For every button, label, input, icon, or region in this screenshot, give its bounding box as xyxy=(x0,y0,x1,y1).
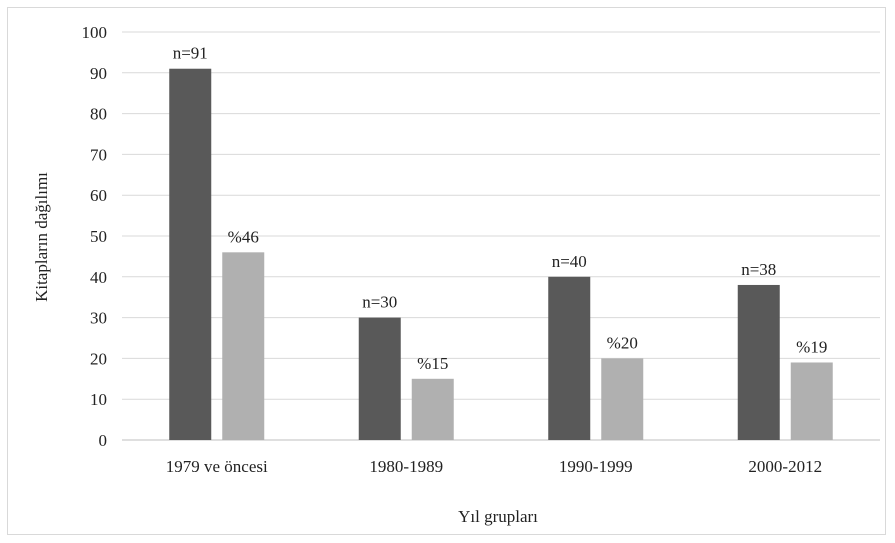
bar-count xyxy=(737,284,780,440)
bar-percent xyxy=(601,358,644,440)
y-tick-label: 30 xyxy=(90,309,107,328)
chart-frame xyxy=(7,7,886,535)
bar-count xyxy=(358,317,401,440)
bar-count xyxy=(548,276,591,440)
y-tick-label: 20 xyxy=(90,349,107,368)
y-tick-label: 10 xyxy=(90,390,107,409)
x-tick-label: 2000-2012 xyxy=(748,457,822,476)
y-tick-label: 60 xyxy=(90,186,107,205)
data-label: %19 xyxy=(796,337,827,356)
data-label: %46 xyxy=(228,227,259,246)
y-tick-label: 100 xyxy=(82,23,108,42)
bar-percent xyxy=(222,252,265,440)
x-tick-label: 1979 ve öncesi xyxy=(166,457,268,476)
y-axis-title: Kitapların dağılımı xyxy=(32,172,51,302)
bar-labels: n=91 %46 n=30 %15 n=40 %20 n=38 %19 xyxy=(173,44,828,373)
data-label: n=30 xyxy=(362,293,397,312)
bars xyxy=(169,68,833,440)
y-axis-ticks: 0 10 20 30 40 50 60 70 80 90 100 xyxy=(82,23,108,450)
x-tick-label: 1980-1989 xyxy=(369,457,443,476)
x-axis-title: Yıl grupları xyxy=(458,507,538,526)
bar-percent xyxy=(411,378,454,440)
data-label: %20 xyxy=(607,333,638,352)
data-label: %15 xyxy=(417,354,448,373)
bar-percent xyxy=(790,362,833,440)
y-tick-label: 80 xyxy=(90,105,107,124)
data-label: n=40 xyxy=(552,252,587,271)
data-label: n=91 xyxy=(173,44,208,63)
bar-count xyxy=(169,68,212,440)
y-tick-label: 0 xyxy=(99,431,108,450)
y-tick-label: 40 xyxy=(90,268,107,287)
data-label: n=38 xyxy=(741,260,776,279)
x-axis-ticks: 1979 ve öncesi 1980-1989 1990-1999 2000-201… xyxy=(166,457,822,476)
y-tick-label: 90 xyxy=(90,64,107,83)
y-tick-label: 70 xyxy=(90,145,107,164)
x-tick-label: 1990-1999 xyxy=(559,457,633,476)
y-tick-label: 50 xyxy=(90,227,107,246)
